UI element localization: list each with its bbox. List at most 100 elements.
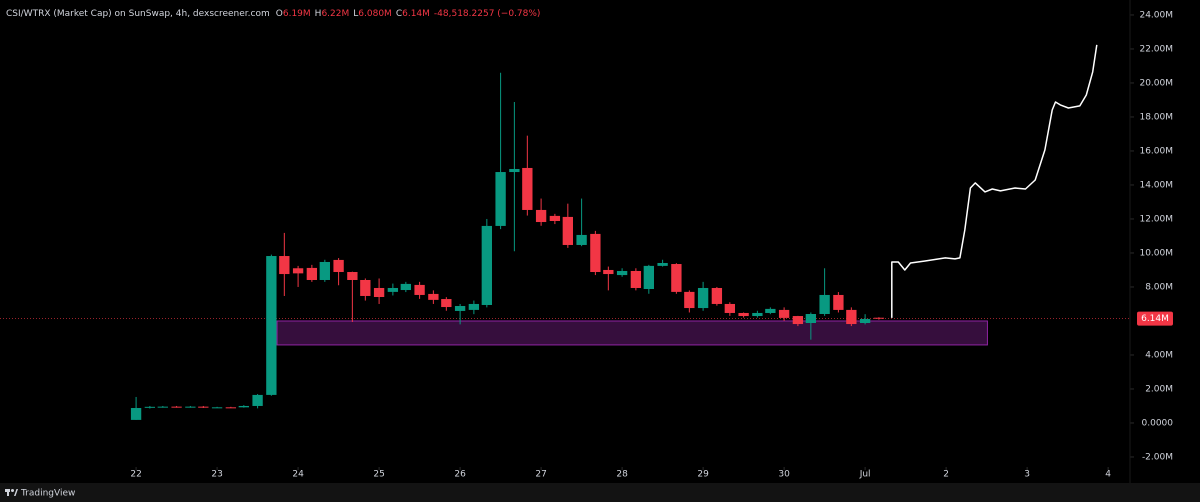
candle-body (387, 287, 399, 292)
ohlc-label: C (396, 9, 402, 19)
candle-body (509, 168, 520, 173)
candle-body (603, 269, 614, 275)
footer-bar (0, 483, 1200, 502)
x-tick-label: 26 (454, 470, 466, 480)
candle-body (144, 406, 156, 408)
candle-body (778, 309, 790, 318)
price-label-box (1137, 311, 1173, 326)
candle-body (765, 308, 776, 313)
candle-body (671, 264, 682, 292)
candle-body (347, 272, 358, 280)
candle-body (833, 294, 844, 310)
x-tick-label: 30 (778, 470, 790, 480)
candle-body (157, 406, 168, 408)
drawing-line (891, 44, 1098, 318)
candle-body (792, 316, 804, 325)
zone (276, 320, 988, 346)
candle-body (590, 233, 601, 273)
ohlc-label: O (276, 9, 283, 19)
ohlc-value: 6.14M (402, 9, 430, 19)
candle-body (130, 408, 142, 420)
candle-body (819, 294, 830, 314)
y-tick-label: 14.00M (1139, 180, 1173, 190)
candle-body (752, 312, 763, 317)
tv-logo (5, 489, 18, 496)
y-tick-label: 10.00M (1139, 248, 1173, 258)
ohlc-value: 6.19M (283, 9, 311, 19)
x-tick-label: 4 (1105, 470, 1111, 480)
ohlc-label: H (315, 9, 322, 19)
candle-body (292, 268, 304, 274)
candle-body (481, 225, 492, 305)
x-tick-label: 22 (130, 470, 141, 480)
candle-body (724, 303, 736, 313)
candle-body (171, 406, 182, 408)
x-tick-label: 2 (943, 470, 949, 480)
header-change: -48,518.2257 (−0.78%) (434, 9, 541, 19)
candle-body (495, 172, 506, 226)
candle-body (697, 287, 709, 309)
candle-body (657, 262, 668, 266)
candle-body (373, 287, 385, 297)
y-tick-label: 24.00M (1139, 10, 1173, 20)
candle-body (185, 406, 196, 408)
candle-body (859, 318, 871, 324)
candle-body (576, 234, 587, 245)
header: CSI/WTRX (Market Cap) on SunSwap, 4h, de… (6, 9, 540, 19)
y-tick-label: 18.00M (1139, 112, 1173, 122)
ohlc-value: 6.22M (321, 9, 349, 19)
candle-body (441, 299, 452, 308)
y-tick-label: 20.00M (1139, 78, 1173, 88)
candle-body (711, 287, 723, 304)
candle-body (630, 270, 642, 288)
candle-body (225, 407, 237, 409)
candle-body (211, 407, 223, 409)
ohlc-value: 6.080M (358, 9, 392, 19)
candle-body (414, 284, 425, 295)
y-tick-label: 0.0000 (1142, 418, 1174, 428)
candle-body (266, 256, 277, 395)
candle-body (238, 405, 249, 408)
header-symbol: CSI/WTRX (Market Cap) on SunSwap, 4h, de… (6, 9, 270, 19)
x-tick-label: 23 (211, 470, 222, 480)
ohlc-label: L (353, 9, 358, 19)
candle-body (279, 256, 290, 275)
x-tick-label: 24 (292, 470, 304, 480)
candle-body (198, 406, 209, 408)
candle-body (535, 209, 547, 223)
candle-body (873, 317, 885, 319)
y-tick-label: 16.00M (1139, 146, 1173, 156)
candle-body (319, 261, 330, 280)
price-label: 6.14M (1141, 314, 1169, 324)
candle-body (846, 309, 857, 325)
candle-body (252, 394, 263, 406)
candle-body (400, 283, 411, 291)
candle-body (738, 312, 749, 317)
candle-body (428, 293, 439, 300)
candle-body (562, 216, 573, 245)
x-tick-label: Jul (859, 470, 871, 480)
x-tick-label: 3 (1024, 470, 1030, 480)
y-tick-label: 2.00M (1145, 384, 1173, 394)
x-tick-label: 27 (535, 470, 546, 480)
candle-body (468, 303, 480, 310)
y-tick-label: 8.00M (1145, 282, 1173, 292)
candle-body (616, 270, 628, 276)
footer-text: TradingView (20, 489, 75, 499)
candle-body (522, 167, 533, 210)
x-tick-label: 29 (697, 470, 709, 480)
candle-body (306, 267, 318, 280)
x-tick-label: 25 (373, 470, 384, 480)
candle-body (805, 313, 817, 324)
candle-body (684, 291, 695, 309)
x-tick-label: 28 (616, 470, 628, 480)
candle-body (454, 306, 466, 311)
candle-body (643, 265, 655, 290)
candle-body (360, 279, 371, 296)
candle-body (549, 215, 561, 222)
y-tick-label: 22.00M (1139, 44, 1173, 54)
y-tick-label: 12.00M (1139, 214, 1173, 224)
candle-body (333, 259, 344, 273)
